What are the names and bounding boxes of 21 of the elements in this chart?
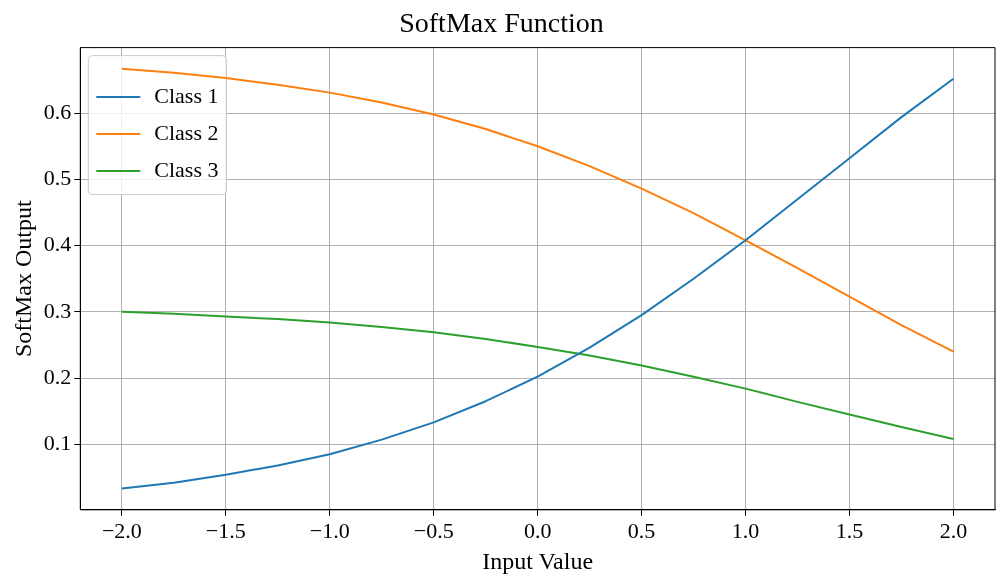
legend-label: Class 1 (154, 82, 219, 108)
x-tick-label: 0.0 (523, 517, 552, 543)
y-tick-label: 0.2 (43, 363, 72, 389)
x-axis-title: Input Value (482, 547, 594, 574)
y-tick-label: 0.6 (43, 98, 72, 124)
y-tick-label: 0.3 (43, 297, 72, 323)
x-tick-label: −1.5 (205, 517, 246, 543)
chart-title: SoftMax Function (399, 7, 604, 39)
x-tick-label: −0.5 (413, 517, 454, 543)
x-tick-label: −2.0 (101, 517, 142, 543)
legend-label: Class 2 (154, 119, 219, 145)
x-tick-label: −1.0 (309, 517, 350, 543)
x-tick-label: 2.0 (939, 517, 968, 543)
y-tick-label: 0.4 (43, 231, 72, 257)
y-tick-label: 0.5 (43, 165, 72, 191)
x-tick-label: 1.0 (731, 517, 760, 543)
x-tick-label: 1.5 (835, 517, 864, 543)
y-tick-label: 0.1 (43, 430, 72, 456)
x-tick-label: 0.5 (627, 517, 656, 543)
legend-label: Class 3 (154, 156, 219, 182)
y-axis-title: SoftMax Output (9, 200, 36, 358)
